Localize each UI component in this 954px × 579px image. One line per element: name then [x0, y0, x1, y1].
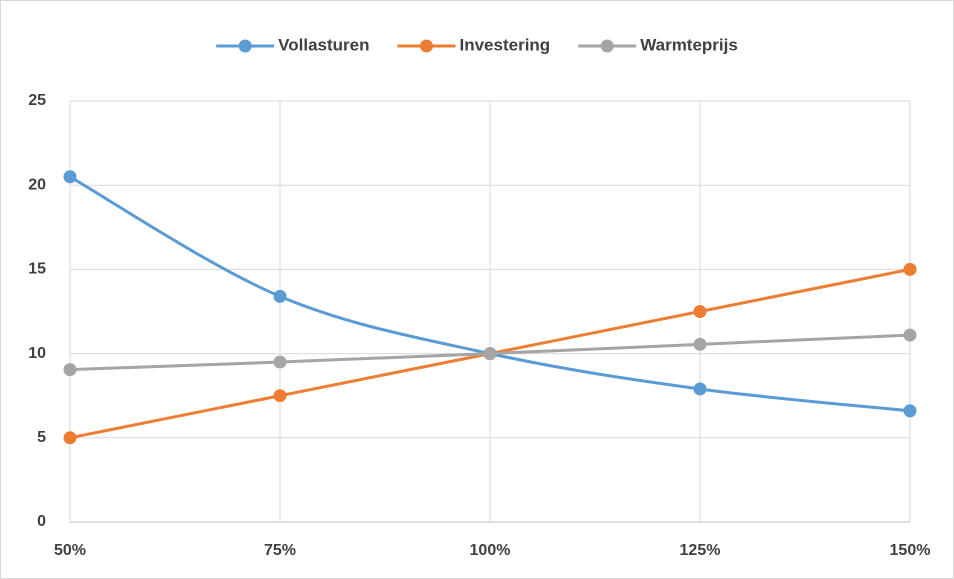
x-tick-label: 75% — [264, 542, 296, 559]
y-tick-label: 10 — [28, 345, 46, 362]
x-tick-label: 125% — [680, 542, 721, 559]
y-tick-label: 15 — [28, 261, 46, 278]
legend-swatch-dot — [600, 39, 614, 53]
legend-swatch-dot — [238, 39, 252, 53]
data-point — [63, 363, 77, 377]
data-point — [693, 305, 707, 318]
legend-label: Vollasturen — [278, 35, 369, 54]
y-tick-label: 20 — [28, 176, 46, 193]
data-point — [693, 337, 707, 351]
y-tick-label: 25 — [28, 92, 46, 109]
data-point — [273, 355, 287, 369]
legend-item: Vollasturen — [216, 35, 370, 54]
data-point — [483, 347, 497, 361]
data-point — [903, 262, 917, 276]
legend-swatch-dot — [420, 39, 433, 53]
y-tick-label: 0 — [37, 513, 46, 530]
legend-label: Investering — [460, 35, 551, 54]
legend-label: Warmteprijs — [640, 35, 738, 54]
legend: Vollasturen Investering Warmteprijs — [216, 35, 738, 54]
data-point — [273, 389, 287, 403]
legend-item: Investering — [397, 35, 551, 54]
data-point — [63, 170, 77, 184]
data-point — [273, 289, 287, 303]
data-point — [693, 382, 707, 396]
data-point — [63, 431, 77, 445]
x-tick-label: 150% — [890, 542, 931, 559]
data-point — [903, 404, 917, 418]
y-tick-label: 5 — [37, 429, 46, 446]
x-tick-label: 50% — [54, 542, 86, 559]
data-point — [903, 328, 917, 342]
x-tick-label: 100% — [470, 542, 511, 559]
legend-item: Warmteprijs — [578, 35, 738, 54]
